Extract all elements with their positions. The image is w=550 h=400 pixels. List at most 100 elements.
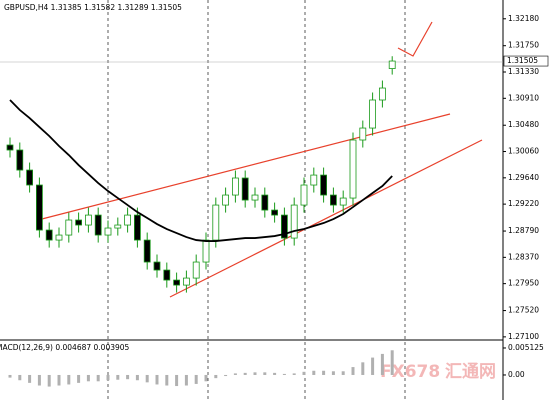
macd-bar <box>106 374 110 381</box>
y-tick-label: 1.27950 <box>508 279 539 288</box>
macd-bar <box>116 374 120 380</box>
candle-body <box>6 144 14 151</box>
trendline <box>169 139 483 298</box>
candle-body <box>202 239 210 263</box>
candle-body <box>26 169 34 186</box>
candle-body <box>192 261 200 279</box>
candle-body <box>65 219 73 236</box>
candle-body <box>36 184 43 231</box>
candle-body <box>222 194 230 206</box>
y-tick-label: 1.32180 <box>508 14 539 23</box>
macd-bar <box>184 374 188 386</box>
candle-body <box>94 214 102 236</box>
macd-bar <box>224 374 228 377</box>
candle-body <box>231 177 239 196</box>
arrow-mark <box>397 21 433 57</box>
candle-body <box>310 174 318 186</box>
macd-bar <box>77 374 81 383</box>
macd-bar <box>145 374 149 383</box>
candle-body <box>388 60 396 69</box>
macd-bar <box>37 374 41 386</box>
candle-body <box>182 277 190 286</box>
price-label-box <box>503 55 549 67</box>
candle-body <box>369 99 377 129</box>
candle-body <box>339 197 347 206</box>
candle-body <box>290 204 298 239</box>
y-tick-label: 1.28370 <box>508 252 539 261</box>
macd-bar <box>292 373 296 375</box>
macd-bar <box>67 374 71 385</box>
watermark: FX678 <box>380 362 440 382</box>
candle-body <box>241 177 249 201</box>
macd-bar <box>312 370 316 375</box>
macd-bar <box>86 374 90 382</box>
candle-body <box>261 194 269 211</box>
candle-body <box>45 229 53 241</box>
macd-bar <box>361 362 365 375</box>
macd-y-tick-label: 0.00 <box>508 370 525 379</box>
candle-body <box>320 174 328 196</box>
y-tick-label: 1.30480 <box>508 120 539 129</box>
y-tick-label: 1.29640 <box>508 173 539 182</box>
macd-bar <box>126 374 130 380</box>
candle-body <box>104 227 112 236</box>
macd-bar <box>233 373 237 375</box>
candle-body <box>133 214 141 241</box>
candle-body <box>55 234 63 241</box>
trendlines <box>37 21 483 298</box>
candle-body <box>271 209 279 216</box>
candle-body <box>153 261 161 271</box>
macd-bar <box>8 374 12 378</box>
macd-bar <box>282 373 286 375</box>
candle-body <box>251 194 259 201</box>
candle-body <box>124 214 131 226</box>
y-tick-label: 1.31750 <box>508 41 539 50</box>
y-tick-label: 1.27100 <box>508 332 539 341</box>
macd-bar <box>331 371 335 375</box>
macd-bar <box>273 372 277 375</box>
macd-bar <box>204 374 208 382</box>
candle-body <box>329 194 337 206</box>
macd-bar <box>263 372 267 375</box>
macd-bar <box>175 374 179 387</box>
macd-title: MACD(12,26,9) 0.004687 0.003905 <box>0 343 130 352</box>
macd-bar <box>302 371 306 375</box>
macd-bar <box>96 374 100 382</box>
candle-body <box>143 239 151 263</box>
candle-body <box>212 204 220 241</box>
y-tick-label: 1.28790 <box>508 226 539 235</box>
macd-y-tick-label: 0.005125 <box>508 343 544 352</box>
candle-body <box>75 219 82 226</box>
moving-average <box>9 99 393 242</box>
macd-bar <box>322 370 326 375</box>
y-tick-label: 1.29220 <box>508 199 539 208</box>
y-tick-label: 1.30060 <box>508 147 539 156</box>
macd-bar <box>253 372 257 375</box>
macd-bar <box>28 374 32 383</box>
macd-bar <box>57 374 61 386</box>
candle-body <box>173 279 181 286</box>
macd-bar <box>194 374 198 384</box>
watermark: 汇通网 <box>445 362 496 382</box>
trendline <box>37 113 451 221</box>
macd-bar <box>380 353 384 375</box>
candle-body <box>359 127 367 141</box>
price-label: 1.31505 <box>507 56 538 65</box>
candle-body <box>378 87 386 101</box>
candle-body <box>163 269 171 281</box>
macd-bar <box>371 357 375 375</box>
macd-bar <box>135 374 139 381</box>
chart-title: GBPUSD,H4 1.31385 1.31582 1.31289 1.3150… <box>4 3 182 12</box>
y-tick-label: 1.27520 <box>508 306 539 315</box>
macd-bar <box>243 372 247 375</box>
y-tick-label: 1.31330 <box>508 67 539 76</box>
macd-bar <box>341 371 345 375</box>
macd-bar <box>165 374 169 386</box>
macd-bar <box>18 374 22 381</box>
macd-bar <box>155 374 159 385</box>
macd-bar <box>351 367 355 375</box>
candle-body <box>114 224 122 229</box>
